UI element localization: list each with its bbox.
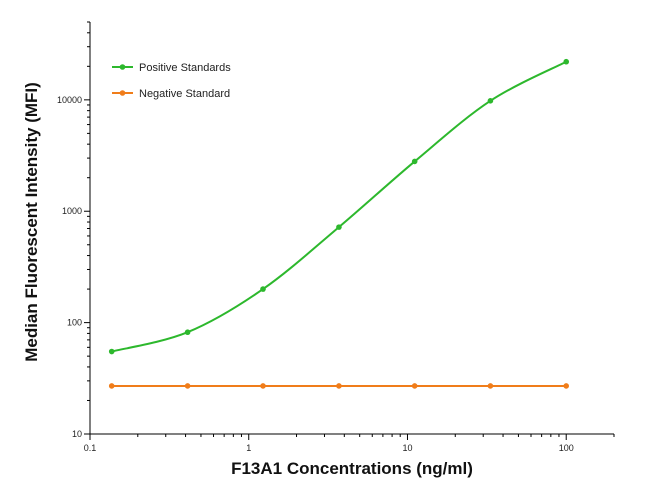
- positive-data-point: [260, 286, 266, 292]
- positive-series-line: [111, 60, 567, 353]
- series-layer: [108, 58, 570, 389]
- y-axis-title: Median Fluorescent Intensity (MFI): [22, 82, 41, 362]
- negative-data-point: [184, 383, 191, 389]
- legend: Positive Standards Negative Standard: [112, 62, 231, 100]
- positive-data-point: [487, 98, 494, 104]
- axes: 0.1 1 10 100 10 100 1000 10000: [57, 21, 615, 453]
- negative-data-point: [336, 383, 342, 389]
- positive-legend-marker: [119, 64, 126, 70]
- negative-data-point: [260, 383, 266, 389]
- y-tick-label: 1000: [62, 206, 82, 216]
- x-axis-title: F13A1 Concentrations (ng/ml): [231, 459, 473, 478]
- positive-data-point: [563, 58, 570, 65]
- negative-data-point: [108, 383, 115, 389]
- positive-legend-label: Positive Standards: [139, 62, 231, 74]
- positive-data-point: [184, 329, 191, 336]
- negative-data-point: [487, 383, 494, 389]
- negative-data-point: [411, 383, 418, 389]
- y-tick-label: 100: [67, 318, 82, 328]
- y-tick-label: 10000: [57, 95, 82, 105]
- negative-legend-marker: [119, 90, 126, 96]
- positive-data-point: [336, 224, 342, 230]
- negative-data-point: [563, 383, 570, 389]
- x-tick-label: 0.1: [84, 443, 97, 453]
- x-tick-label: 10: [402, 443, 412, 453]
- x-tick-label: 1: [246, 443, 251, 453]
- x-tick-label: 100: [559, 443, 574, 453]
- y-tick-label: 10: [72, 429, 82, 439]
- positive-data-point: [108, 348, 115, 355]
- positive-data-point: [411, 158, 418, 165]
- negative-legend-label: Negative Standard: [139, 88, 230, 100]
